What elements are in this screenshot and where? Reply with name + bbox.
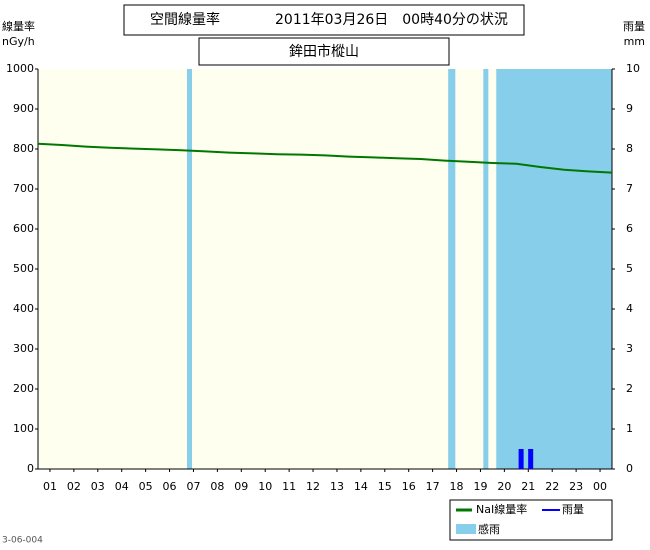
y-tick-label: 900 [13, 102, 34, 115]
rain-sensed-band [448, 69, 456, 469]
legend-box [449, 499, 613, 541]
x-tick-label: 15 [378, 480, 392, 493]
y2-tick-label: 2 [626, 382, 633, 395]
x-tick-label: 11 [282, 480, 296, 493]
x-tick-label: 09 [234, 480, 248, 493]
y2-tick-label: 8 [626, 142, 633, 155]
x-tick-label: 08 [210, 480, 224, 493]
date-text: 2011年03月26日 00時40分の状況 [275, 12, 508, 28]
x-tick-label: 10 [258, 480, 272, 493]
x-tick-label: 17 [426, 480, 440, 493]
subtitle: 鉾田市樅山 [289, 43, 359, 60]
x-tick-label: 16 [402, 480, 416, 493]
rain-bar [528, 449, 534, 469]
y-tick-label: 300 [13, 342, 34, 355]
y-tick-label: 1000 [6, 62, 34, 75]
y-label: 線量率 [2, 19, 35, 33]
legend-label: 雨量 [562, 503, 584, 516]
y-tick-label: 500 [13, 262, 34, 275]
x-tick-label: 14 [354, 480, 368, 493]
y2-tick-label: 0 [626, 462, 633, 475]
x-tick-label: 00 [593, 480, 607, 493]
y2-tick-label: 1 [626, 422, 633, 435]
legend-label: 感雨 [478, 523, 500, 536]
legend-label: NaI線量率 [476, 502, 527, 516]
footer: 3-06-004 [2, 536, 43, 546]
x-tick-label: 21 [521, 480, 535, 493]
x-tick-label: 04 [115, 480, 129, 493]
subtitle-box [198, 37, 450, 66]
title-box [123, 4, 525, 36]
y-tick-label: 100 [13, 422, 34, 435]
x-tick-label: 06 [163, 480, 177, 493]
rain-bar [518, 449, 524, 469]
y-unit: nGy/h [2, 35, 35, 48]
y-tick-label: 700 [13, 182, 34, 195]
y2-unit: mm [624, 35, 645, 48]
chart-title: 空間線量率 [150, 11, 220, 28]
y2-label: 雨量 [623, 20, 645, 33]
x-tick-label: 05 [139, 480, 153, 493]
legend-swatch [456, 524, 476, 534]
x-tick-label: 20 [497, 480, 511, 493]
x-tick-label: 18 [450, 480, 464, 493]
y2-tick-label: 7 [626, 182, 633, 195]
x-tick-label: 02 [67, 480, 81, 493]
rain-sensed-band [483, 69, 489, 469]
y-tick-label: 200 [13, 382, 34, 395]
y-tick-label: 600 [13, 222, 34, 235]
y2-tick-label: 3 [626, 342, 633, 355]
y-tick-label: 800 [13, 142, 34, 155]
x-tick-label: 19 [473, 480, 487, 493]
rain-sensed-band [187, 69, 193, 469]
x-tick-label: 13 [330, 480, 344, 493]
x-tick-label: 23 [569, 480, 583, 493]
y-tick-label: 0 [27, 462, 34, 475]
y2-tick-label: 6 [626, 222, 633, 235]
rain-sensed-band [496, 69, 612, 469]
y2-tick-label: 5 [626, 262, 633, 275]
x-tick-label: 03 [91, 480, 105, 493]
dose-line [37, 142, 613, 174]
y2-tick-label: 4 [626, 302, 633, 315]
y-tick-label: 400 [13, 302, 34, 315]
x-tick-label: 12 [306, 480, 320, 493]
x-tick-label: 01 [43, 480, 57, 493]
y2-tick-label: 9 [626, 102, 633, 115]
x-tick-label: 22 [545, 480, 559, 493]
x-tick-label: 07 [186, 480, 200, 493]
y2-tick-label: 10 [626, 62, 640, 75]
